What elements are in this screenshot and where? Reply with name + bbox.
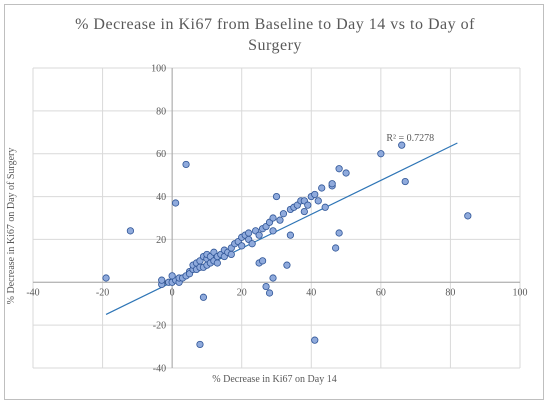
data-point bbox=[286, 231, 295, 239]
trendline-group bbox=[105, 142, 458, 315]
x-tick-label: 60 bbox=[376, 287, 386, 298]
data-point bbox=[238, 242, 246, 250]
y-tick-label: -20 bbox=[153, 321, 166, 332]
data-point bbox=[269, 227, 277, 235]
data-point bbox=[283, 261, 291, 269]
data-point bbox=[269, 214, 277, 222]
data-point bbox=[102, 274, 110, 282]
x-tick-label: 100 bbox=[513, 287, 528, 298]
data-point bbox=[464, 212, 472, 220]
data-point bbox=[126, 227, 134, 235]
data-point bbox=[401, 177, 409, 186]
data-point bbox=[398, 141, 406, 149]
data-point bbox=[311, 190, 319, 199]
data-point bbox=[300, 207, 308, 216]
data-point bbox=[342, 169, 350, 177]
y-tick-label: -40 bbox=[153, 364, 166, 375]
data-point bbox=[199, 293, 208, 301]
r-squared-label: R² = 0.7278 bbox=[386, 133, 434, 144]
data-point bbox=[227, 250, 235, 259]
data-point bbox=[279, 210, 288, 218]
x-axis-title: % Decrease in Ki67 on Day 14 bbox=[212, 374, 336, 385]
data-point bbox=[172, 199, 180, 207]
chart-frame bbox=[4, 4, 544, 400]
x-tick-label: 80 bbox=[445, 287, 455, 298]
chart-title: % Decrease in Ki67 from Baseline to Day … bbox=[0, 14, 550, 56]
data-point bbox=[304, 201, 312, 209]
chart-title-line-2: Surgery bbox=[248, 37, 302, 54]
y-tick-label: 20 bbox=[156, 235, 166, 246]
data-point bbox=[335, 229, 343, 237]
trendline bbox=[105, 142, 458, 315]
y-tick-label: 60 bbox=[156, 149, 166, 160]
data-point bbox=[182, 160, 190, 169]
data-point bbox=[258, 257, 267, 265]
chart-title-line-1: % Decrease in Ki67 from Baseline to Day … bbox=[75, 16, 475, 33]
data-point bbox=[245, 229, 253, 237]
y-tick-label: 40 bbox=[156, 192, 166, 203]
data-point bbox=[255, 231, 263, 239]
data-point bbox=[314, 197, 322, 205]
y-tick-label: 100 bbox=[151, 64, 166, 75]
data-point bbox=[262, 282, 270, 291]
data-point bbox=[377, 150, 385, 158]
x-tick-label: 20 bbox=[237, 287, 247, 298]
data-point bbox=[318, 184, 326, 192]
data-point bbox=[196, 340, 204, 349]
x-tick-label: 0 bbox=[170, 287, 175, 298]
data-point bbox=[272, 192, 281, 201]
data-point bbox=[335, 165, 343, 173]
data-point bbox=[158, 276, 166, 284]
data-point bbox=[265, 289, 274, 297]
data-point bbox=[321, 203, 329, 211]
data-point bbox=[248, 240, 256, 248]
data-point bbox=[213, 259, 221, 267]
data-point bbox=[328, 180, 336, 188]
y-axis-title: % Decrease in Ki67 on Day of Surgery bbox=[6, 148, 17, 305]
data-points bbox=[102, 141, 472, 349]
data-point bbox=[311, 336, 319, 344]
y-tick-label: 80 bbox=[156, 106, 166, 117]
x-tick-label: 40 bbox=[306, 287, 316, 298]
data-point bbox=[168, 272, 176, 280]
data-point bbox=[269, 274, 277, 282]
x-tick-labels: -40 -20 0 20 40 60 80 100 bbox=[26, 287, 527, 298]
data-point bbox=[276, 216, 284, 224]
x-tick-label: -20 bbox=[96, 287, 109, 298]
data-point bbox=[332, 244, 340, 252]
x-tick-label: -40 bbox=[26, 287, 39, 298]
axes bbox=[33, 68, 520, 368]
